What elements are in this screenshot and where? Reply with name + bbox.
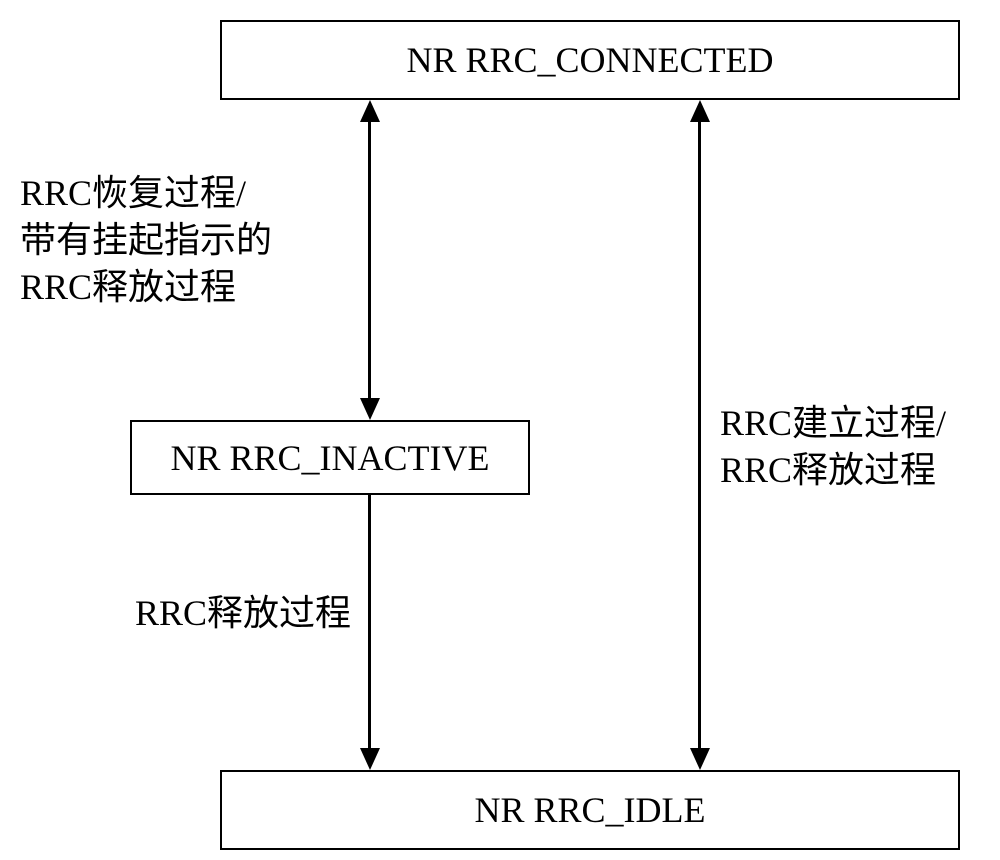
arrow-connected-inactive-head-down bbox=[360, 398, 380, 420]
state-connected-label: NR RRC_CONNECTED bbox=[406, 39, 773, 81]
label-connected-idle: RRC建立过程/ RRC释放过程 bbox=[720, 400, 946, 494]
state-idle: NR RRC_IDLE bbox=[220, 770, 960, 850]
state-inactive-label: NR RRC_INACTIVE bbox=[170, 437, 489, 479]
arrow-connected-idle-head-down bbox=[690, 748, 710, 770]
label-inactive-idle: RRC释放过程 bbox=[135, 590, 351, 637]
label-connected-inactive: RRC恢复过程/ 带有挂起指示的 RRC释放过程 bbox=[20, 170, 272, 310]
arrow-inactive-idle-line bbox=[368, 495, 371, 752]
arrow-connected-idle-line bbox=[698, 118, 701, 752]
arrow-connected-inactive-line bbox=[368, 118, 371, 402]
state-connected: NR RRC_CONNECTED bbox=[220, 20, 960, 100]
arrow-inactive-idle-head-down bbox=[360, 748, 380, 770]
state-idle-label: NR RRC_IDLE bbox=[474, 789, 705, 831]
state-inactive: NR RRC_INACTIVE bbox=[130, 420, 530, 495]
